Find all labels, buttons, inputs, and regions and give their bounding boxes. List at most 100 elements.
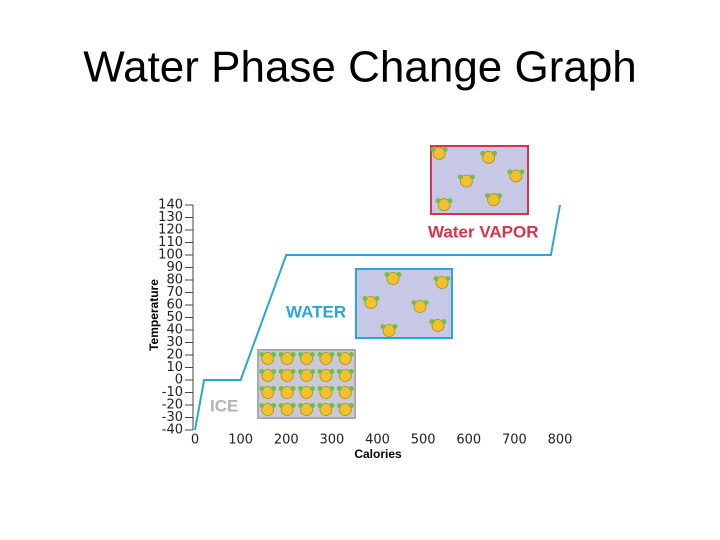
atom bbox=[317, 369, 323, 374]
atom bbox=[290, 369, 296, 374]
molecule bbox=[338, 369, 352, 382]
atom bbox=[336, 369, 342, 374]
atom bbox=[259, 369, 265, 374]
x-tick-label: 800 bbox=[548, 433, 573, 448]
molecule bbox=[300, 369, 313, 382]
atom bbox=[317, 403, 323, 408]
atom bbox=[271, 403, 277, 408]
atom bbox=[348, 403, 354, 408]
atom bbox=[298, 403, 303, 408]
annotation: ICE bbox=[210, 396, 238, 415]
atom bbox=[298, 352, 303, 357]
atom bbox=[411, 300, 417, 305]
atom bbox=[259, 386, 265, 391]
atom bbox=[441, 319, 447, 324]
y-tick-label: -10 bbox=[162, 385, 183, 400]
molecule bbox=[261, 403, 275, 416]
x-axis-label: Calories bbox=[354, 447, 402, 461]
y-tick-label: 140 bbox=[158, 198, 183, 213]
atom bbox=[310, 386, 315, 391]
atom bbox=[278, 352, 284, 357]
molecule bbox=[261, 386, 275, 399]
molecule bbox=[435, 276, 449, 289]
atom bbox=[310, 352, 315, 357]
x-tick-label: 500 bbox=[411, 433, 436, 448]
atom bbox=[329, 403, 335, 408]
molecule bbox=[364, 296, 378, 309]
atom bbox=[507, 169, 513, 175]
x-tick-label: 200 bbox=[274, 433, 299, 448]
y-tick-label: -40 bbox=[162, 423, 183, 438]
molecule bbox=[300, 403, 313, 416]
molecule bbox=[319, 352, 333, 365]
atom bbox=[485, 193, 491, 199]
y-tick-label: 20 bbox=[166, 348, 183, 363]
atom bbox=[423, 300, 429, 305]
molecule bbox=[300, 352, 313, 365]
atom bbox=[384, 272, 390, 277]
atom bbox=[433, 276, 439, 281]
y-tick-label: 60 bbox=[166, 298, 183, 313]
atom bbox=[429, 319, 435, 324]
atom bbox=[271, 386, 277, 391]
y-tick-label: 0 bbox=[175, 373, 183, 388]
atom bbox=[278, 403, 284, 408]
molecule bbox=[338, 352, 352, 365]
atom bbox=[317, 352, 323, 357]
y-tick-label: 110 bbox=[158, 235, 183, 250]
atom bbox=[336, 352, 342, 357]
atom bbox=[348, 352, 354, 357]
atom bbox=[298, 386, 303, 391]
atom bbox=[298, 369, 303, 374]
x-tick-label: 0 bbox=[191, 433, 199, 448]
atom bbox=[430, 146, 436, 152]
atom bbox=[310, 403, 315, 408]
molecule bbox=[338, 386, 352, 399]
molecule bbox=[280, 369, 294, 382]
molecule bbox=[319, 403, 333, 416]
annotation: Water VAPOR bbox=[428, 222, 539, 241]
atom bbox=[259, 352, 265, 357]
atom bbox=[447, 198, 453, 204]
molecule bbox=[280, 403, 294, 416]
y-tick-label: 100 bbox=[158, 248, 183, 263]
atom bbox=[290, 403, 296, 408]
chart-title: Water Phase Change Graph bbox=[83, 43, 637, 92]
atom bbox=[362, 296, 368, 301]
atom bbox=[290, 352, 296, 357]
x-tick-label: 100 bbox=[228, 433, 253, 448]
molecule bbox=[386, 272, 400, 285]
molecule bbox=[482, 150, 496, 164]
phase-line bbox=[194, 204, 561, 431]
atom bbox=[442, 146, 448, 152]
y-tick-label: 50 bbox=[166, 310, 183, 325]
atom bbox=[435, 198, 441, 204]
y-tick-label: 30 bbox=[166, 335, 183, 350]
atom bbox=[396, 272, 402, 277]
atom bbox=[519, 169, 525, 175]
x-tick-label: 400 bbox=[365, 433, 390, 448]
atom bbox=[329, 352, 335, 357]
y-tick-label: 120 bbox=[158, 223, 183, 238]
x-tick-label: 300 bbox=[319, 433, 344, 448]
atom bbox=[278, 369, 284, 374]
annotation: WATER bbox=[286, 302, 346, 321]
atom bbox=[457, 174, 463, 180]
atom bbox=[380, 324, 386, 329]
y-tick-label: 90 bbox=[166, 260, 183, 275]
molecule bbox=[413, 300, 427, 313]
molecule bbox=[300, 386, 313, 399]
y-tick-label: 70 bbox=[166, 285, 183, 300]
atom bbox=[469, 174, 475, 180]
atom bbox=[348, 369, 354, 374]
molecule bbox=[261, 369, 275, 382]
molecule bbox=[432, 146, 446, 160]
molecule bbox=[509, 169, 523, 183]
y-tick-label: 80 bbox=[166, 273, 183, 288]
atom bbox=[374, 296, 380, 301]
atom bbox=[329, 369, 335, 374]
molecule bbox=[487, 193, 501, 207]
atom bbox=[310, 369, 315, 374]
